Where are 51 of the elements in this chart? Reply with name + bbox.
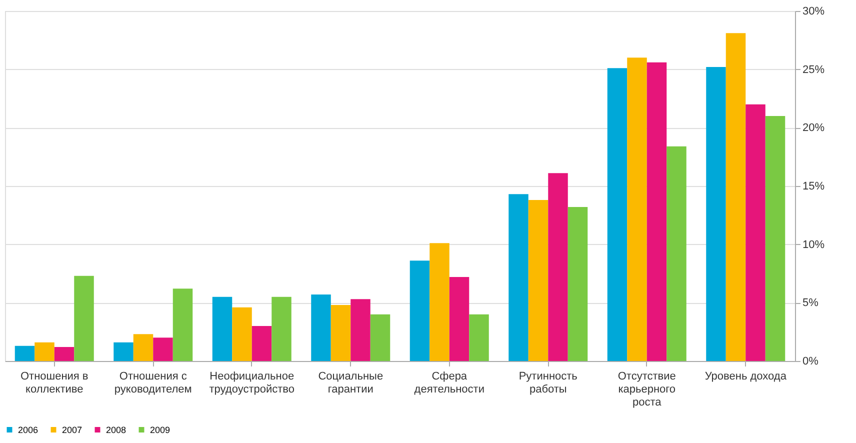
legend-label: 2008 — [106, 424, 126, 435]
x-tick-label: Отсутствие карьерного роста — [618, 370, 676, 408]
bar — [232, 307, 252, 361]
bar — [746, 104, 766, 361]
bar — [172, 288, 193, 361]
bar — [212, 296, 232, 361]
y-tick-label: 5% — [802, 297, 819, 310]
legend-label: 2009 — [150, 424, 170, 435]
bar — [272, 296, 292, 361]
bar — [350, 299, 370, 361]
bar — [54, 347, 74, 361]
bar — [548, 173, 568, 361]
bar — [370, 314, 390, 361]
bar — [410, 260, 430, 361]
bar — [74, 276, 94, 361]
bar — [252, 326, 272, 361]
x-tick-label: Рутинность работы — [518, 370, 578, 396]
bar — [330, 305, 351, 361]
bar — [568, 207, 588, 361]
x-tick-label: Неофициальное трудоустройство — [209, 370, 294, 396]
bar — [114, 342, 134, 361]
bar — [706, 67, 726, 361]
bar — [133, 334, 154, 361]
y-tick-label: 20% — [802, 122, 825, 134]
y-tick-label: 0% — [802, 356, 819, 368]
bar — [646, 62, 667, 361]
bar — [469, 314, 489, 361]
bar — [14, 346, 35, 361]
bar — [627, 58, 647, 361]
y-tick-label: 25% — [802, 64, 825, 76]
bar — [449, 277, 470, 361]
bar — [430, 243, 450, 361]
x-tick-label: Уровень дохода — [704, 370, 788, 382]
bar — [666, 146, 686, 361]
legend-label: 2006 — [18, 424, 38, 435]
legend-label: 2007 — [62, 424, 82, 435]
bar — [607, 68, 628, 361]
bar — [528, 200, 548, 361]
bar — [34, 342, 54, 361]
bar — [311, 294, 331, 361]
x-tick-label: Отношения в коллективе — [20, 370, 88, 396]
x-tick-label: Социальные гарантии — [318, 370, 384, 396]
bar — [153, 338, 173, 361]
y-tick-label: 30% — [802, 6, 825, 18]
x-tick-label: Сфера деятельности — [414, 370, 484, 396]
bar — [508, 194, 528, 361]
bar — [726, 33, 746, 361]
y-tick-label: 10% — [802, 238, 825, 251]
bar — [765, 116, 786, 361]
y-tick-label: 15% — [802, 180, 825, 192]
x-tick-label: Отношения с руководителем — [114, 370, 192, 396]
